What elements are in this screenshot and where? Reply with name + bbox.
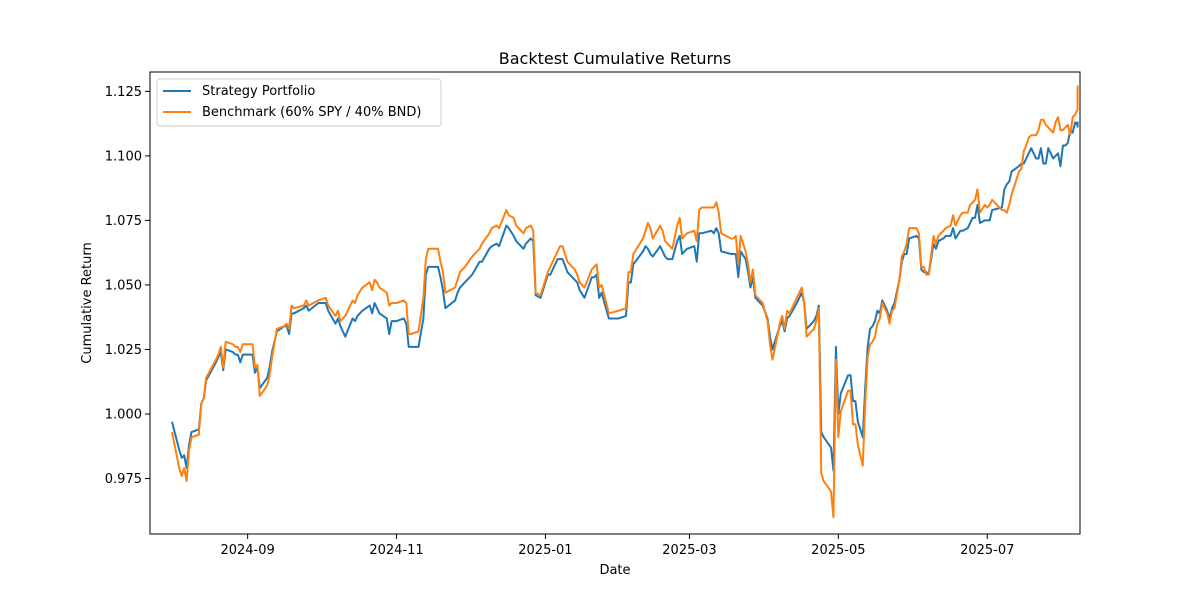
legend-box <box>156 78 442 127</box>
y-tick-label: 1.025 <box>105 343 142 358</box>
y-tick-label: 1.075 <box>105 214 142 229</box>
x-tick-label: 2025-07 <box>960 543 1014 558</box>
y-tick-label: 1.125 <box>105 85 142 100</box>
x-tick-label: 2025-01 <box>518 543 572 558</box>
legend-label-strategy: Strategy Portfolio <box>202 84 315 99</box>
x-tick-label: 2024-11 <box>369 543 423 558</box>
x-tick-label: 2025-05 <box>811 543 865 558</box>
y-tick-label: 1.000 <box>105 407 142 422</box>
x-tick-label: 2024-09 <box>220 543 274 558</box>
y-axis: 0.975 1.000 1.025 1.050 1.075 1.100 1.125 <box>105 85 150 487</box>
series-line-benchmark <box>170 85 1079 519</box>
y-tick-label: 1.100 <box>105 149 142 164</box>
legend: Strategy Portfolio Benchmark (60% SPY / … <box>156 78 442 127</box>
legend-label-benchmark: Benchmark (60% SPY / 40% BND) <box>202 105 421 120</box>
x-axis: 2024-09 2024-11 2025-01 2025-03 2025-05 2025-… <box>220 534 1014 558</box>
y-tick-label: 0.975 <box>105 472 142 487</box>
y-axis-label: Cumulative Return <box>80 242 95 363</box>
plot-frame <box>149 71 1081 535</box>
y-tick-label: 1.050 <box>105 278 142 293</box>
x-axis-label: Date <box>599 563 630 578</box>
chart-title: Backtest Cumulative Returns <box>499 49 732 68</box>
x-tick-label: 2025-03 <box>662 543 716 558</box>
series-layer <box>170 85 1079 519</box>
plot-area <box>150 72 1080 534</box>
series-line-strategy <box>171 121 1079 472</box>
